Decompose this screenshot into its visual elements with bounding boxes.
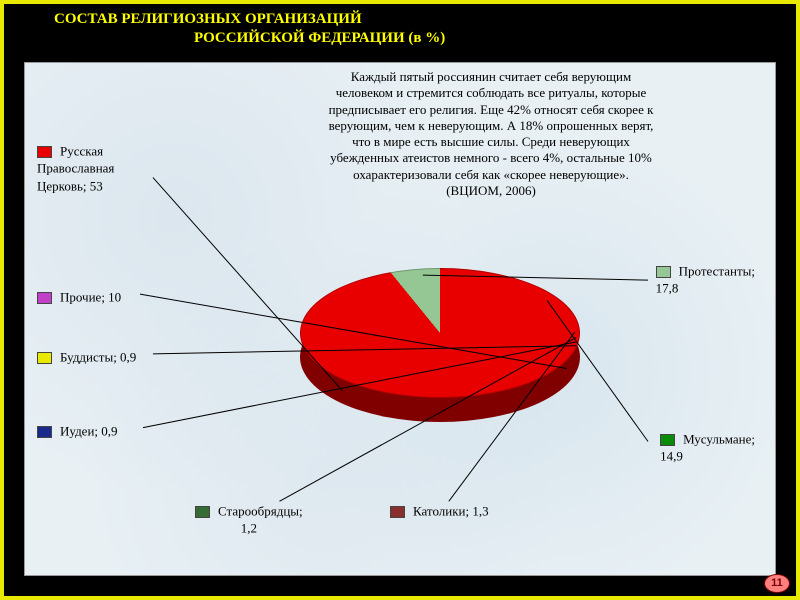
- legend-muslims: Мусульмане;14,9: [660, 431, 755, 466]
- swatch-others: [37, 292, 52, 304]
- swatch-muslims: [660, 434, 675, 446]
- legend-label-others: Прочие; 10: [60, 290, 121, 305]
- legend-label-buddhists: Буддисты; 0,9: [60, 350, 136, 365]
- description-text: Каждый пятый россиянин считает себя веру…: [225, 69, 757, 199]
- legend-others: Прочие; 10: [37, 289, 121, 306]
- swatch-jews: [37, 426, 52, 438]
- legend-protestants: Протестанты;17,8: [656, 263, 755, 298]
- legend-label-oldbelievers: Старообрядцы;1,2: [218, 504, 303, 536]
- slide-frame: СОСТАВ РЕЛИГИОЗНЫХ ОРГАНИЗАЦИЙ РОССИЙСКО…: [0, 0, 800, 600]
- swatch-orthodox: [37, 146, 52, 158]
- legend-label-catholics: Католики; 1,3: [413, 504, 489, 519]
- legend-catholics: Католики; 1,3: [390, 503, 489, 520]
- title-line-1: СОСТАВ РЕЛИГИОЗНЫХ ОРГАНИЗАЦИЙ: [54, 10, 786, 29]
- legend-label-jews: Иудеи; 0,9: [60, 424, 118, 439]
- legend-buddhists: Буддисты; 0,9: [37, 349, 136, 366]
- chart-area: Каждый пятый россиянин считает себя веру…: [24, 62, 776, 576]
- legend-oldbelievers: Старообрядцы;1,2: [195, 503, 303, 538]
- title-line-2: РОССИЙСКОЙ ФЕДЕРАЦИИ (в %): [54, 29, 786, 48]
- slide-title: СОСТАВ РЕЛИГИОЗНЫХ ОРГАНИЗАЦИЙ РОССИЙСКО…: [4, 4, 796, 52]
- page-number-badge: 11: [764, 574, 790, 593]
- pie-top: [300, 268, 580, 398]
- swatch-catholics: [390, 506, 405, 518]
- swatch-protestants: [656, 266, 671, 278]
- swatch-buddhists: [37, 352, 52, 364]
- swatch-oldbelievers: [195, 506, 210, 518]
- legend-jews: Иудеи; 0,9: [37, 423, 118, 440]
- legend-orthodox: РусскаяПравославнаяЦерковь; 53: [37, 143, 114, 195]
- pie-chart: [300, 268, 580, 408]
